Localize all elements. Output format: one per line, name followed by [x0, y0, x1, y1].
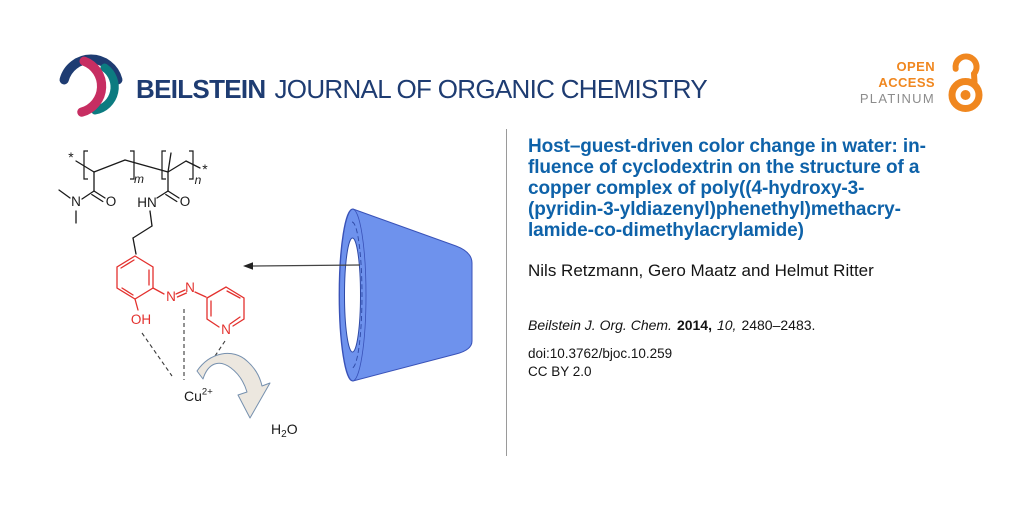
brand-name: BEILSTEIN — [136, 74, 266, 104]
open-access-line3: PLATINUM — [859, 91, 935, 106]
title-line: fluence of cyclodextrin on the structure… — [528, 156, 920, 178]
license-line: CC BY 2.0 — [528, 364, 592, 379]
citation-volume: 10, — [716, 317, 737, 333]
open-access-badge: OPEN ACCESS PLATINUM — [860, 52, 990, 114]
dimethylacrylamide-group: N O — [58, 171, 117, 224]
phenol-oh-label: OH — [131, 312, 151, 327]
azo-n2-label: N — [185, 280, 195, 295]
amide-nitrogen-label: N — [71, 194, 81, 209]
article-title: Host–guest-driven color change in water:… — [528, 136, 1006, 242]
amide-oxygen-label: O — [106, 194, 117, 209]
methacrylamide-oxygen-label: O — [180, 194, 191, 209]
doi-line: doi:10.3762/bjoc.10.259 — [528, 346, 673, 361]
polymer-backbone: * * m n — [68, 149, 208, 187]
open-access-text: OPEN ACCESS PLATINUM — [860, 59, 935, 107]
title-line: copper complex of poly((4-hydroxy-3- — [528, 177, 865, 199]
amide-nh-label: HN — [137, 195, 157, 210]
host-guest-arrow — [243, 262, 361, 270]
methacrylamide-group: HN O — [132, 171, 191, 255]
citation-line: Beilstein J. Org. Chem. 2014, 10, 2480–2483… — [528, 317, 815, 333]
citation-pages: 2480–2483. — [741, 317, 816, 333]
endgroup-asterisk-left: * — [68, 149, 74, 165]
citation-journal: Beilstein J. Org. Chem. — [528, 317, 672, 333]
azo-n1-label: N — [166, 289, 176, 304]
copper-ion-label: Cu2+ — [184, 387, 213, 405]
citation-year: 2014, — [676, 317, 712, 333]
endgroup-asterisk-right: * — [202, 161, 208, 177]
pyridine-n-label: N — [221, 322, 231, 337]
author-list: Nils Retzmann, Gero Maatz and Helmut Rit… — [528, 261, 874, 280]
title-line: (pyridin-3-yldiazenyl)phenethyl)methacry… — [528, 198, 901, 220]
brand-subtitle: JOURNAL OF ORGANIC CHEMISTRY — [274, 74, 708, 104]
azo-dye-structure: OH N N N — [116, 255, 245, 337]
open-lock-icon — [948, 53, 983, 112]
column-divider — [506, 129, 507, 456]
water-label: H2O — [271, 421, 298, 440]
open-access-line1: OPEN — [896, 59, 935, 74]
figure-graphic: * * m n N O HN O OH N N — [58, 149, 473, 440]
beilstein-logo-icon — [59, 54, 123, 117]
open-access-line2: ACCESS — [878, 75, 935, 90]
repeat-unit-n-label: n — [195, 173, 202, 187]
cyclodextrin-cone — [338, 208, 473, 382]
journal-brand: BEILSTEIN JOURNAL OF ORGANIC CHEMISTRY — [136, 74, 708, 104]
title-line: Host–guest-driven color change in water:… — [528, 136, 926, 157]
repeat-unit-m-label: m — [134, 172, 144, 186]
water-release-arrow: H2O — [196, 353, 298, 440]
title-line: lamide-co-dimethylacrylamide) — [528, 219, 804, 241]
